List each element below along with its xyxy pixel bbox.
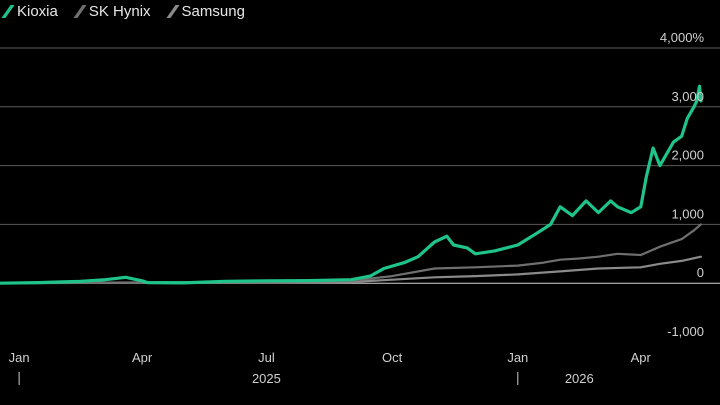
- series-line-kioxia: [0, 84, 703, 285]
- legend-item-kioxia: Kioxia: [0, 3, 58, 20]
- legend-item-samsung: Samsung: [165, 3, 245, 20]
- grid-lines: [0, 47, 720, 284]
- year-label: 2026: [565, 371, 594, 386]
- x-tick-label: Jul: [258, 350, 275, 365]
- legend-label: Kioxia: [17, 2, 58, 20]
- year-label: 2025: [252, 371, 281, 386]
- x-tick-label: Jan: [9, 350, 30, 365]
- legend-label: SK Hynix: [88, 2, 151, 20]
- x-axis-labels: Jan Apr Jul Oct Jan Apr 2025 2026: [9, 350, 652, 386]
- y-tick-label: 1,000: [671, 206, 704, 221]
- y-tick-label: 3,000: [671, 89, 704, 104]
- x-tick-label: Apr: [631, 350, 652, 365]
- legend: Kioxia SK Hynix Samsung: [0, 0, 259, 22]
- x-tick-label: Oct: [382, 350, 403, 365]
- y-tick-label: -1,000: [667, 324, 704, 339]
- legend-label: Samsung: [181, 2, 245, 20]
- y-tick-label: 4,000%: [660, 30, 705, 45]
- x-tick-label: Jan: [507, 350, 528, 365]
- y-axis-labels: 4,000% 3,000 2,000 1,000 0 -1,000: [660, 30, 705, 339]
- x-tick-label: Apr: [132, 350, 153, 365]
- series-lines: [0, 84, 703, 285]
- y-tick-label: 2,000: [671, 148, 704, 163]
- series-line-sk-hynix: [0, 223, 702, 285]
- legend-item-sk-hynix: SK Hynix: [72, 3, 151, 20]
- year-separators: [18, 372, 519, 385]
- y-tick-label: 0: [697, 265, 704, 280]
